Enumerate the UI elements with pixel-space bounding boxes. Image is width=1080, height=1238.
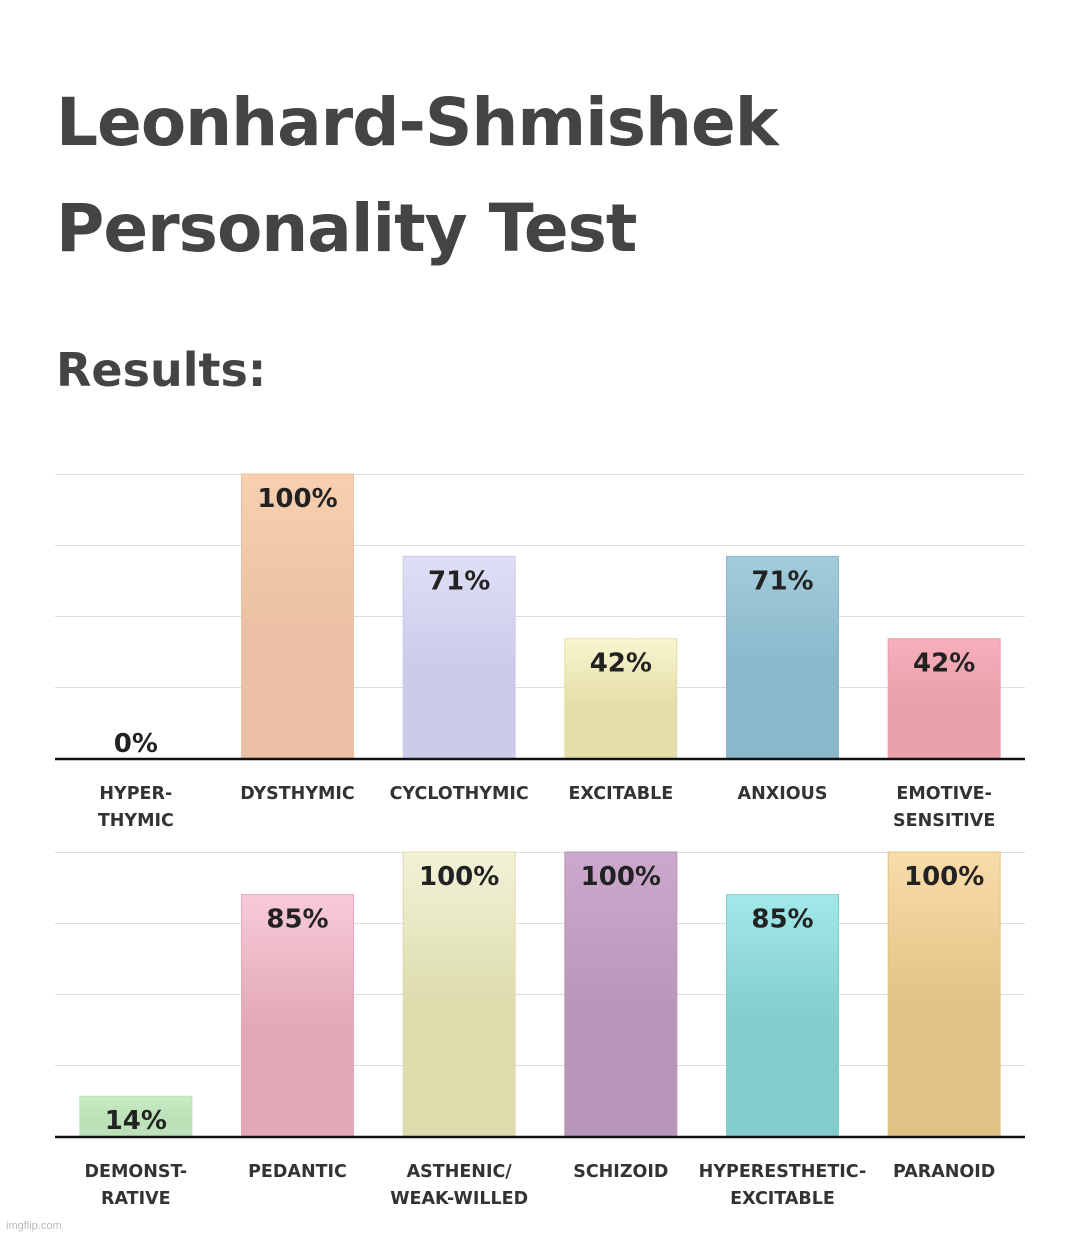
bar-value-label: 14% — [105, 1106, 167, 1136]
category-label: HYPER- — [99, 784, 172, 804]
category-label: HYPERESTHETIC- — [699, 1162, 867, 1182]
bar-value-label: 100% — [904, 862, 984, 892]
category-label: DYSTHYMIC — [240, 784, 355, 804]
category-label: WEAK-WILLED — [390, 1189, 528, 1209]
bar — [241, 894, 354, 1137]
category-label: PEDANTIC — [248, 1162, 347, 1182]
bar-value-label: 85% — [266, 905, 328, 935]
results-chart-bottom: 14% DEMONST- RATIVE 85% PEDANTIC 100% ASTHENIC… — [55, 851, 1025, 1209]
category-label: DEMONST- — [85, 1162, 188, 1182]
category-label: EMOTIVE- — [896, 784, 991, 804]
category-label: SCHIZOID — [573, 1162, 668, 1182]
category-label: EXCITABLE — [730, 1189, 835, 1209]
bar — [241, 473, 354, 759]
bar-value-label: 71% — [428, 566, 490, 596]
bar — [726, 555, 839, 759]
bar-value-label: 42% — [913, 649, 975, 679]
category-label: PARANOID — [893, 1162, 995, 1182]
bar-value-label: 85% — [751, 905, 813, 935]
bar-value-label: 71% — [751, 566, 813, 596]
title-line-1: Leonhard-Shmishek — [56, 84, 779, 161]
bar-value-label: 100% — [257, 484, 337, 514]
results-chart-top: 0% HYPER- THYMIC 100% DYSTHYMIC 71% CYCLOTHYMI… — [55, 473, 1025, 831]
category-label: ANXIOUS — [738, 784, 828, 804]
category-label: CYCLOTHYMIC — [390, 784, 529, 804]
category-label: SENSITIVE — [893, 811, 995, 831]
category-label: RATIVE — [101, 1189, 171, 1209]
bar — [402, 851, 516, 1137]
watermark: imgflip.com — [6, 1220, 62, 1232]
results-heading: Results: — [56, 343, 267, 397]
bar-value-label: 100% — [581, 862, 661, 892]
bar-value-label: 100% — [419, 862, 499, 892]
title-line-2: Personality Test — [56, 190, 637, 267]
bar — [402, 555, 516, 759]
page-title: Leonhard-Shmishek Personality Test — [56, 70, 779, 282]
category-label: EXCITABLE — [568, 784, 673, 804]
bar-value-label: 0% — [114, 729, 158, 759]
bar-value-label: 42% — [590, 649, 652, 679]
bar — [887, 638, 1001, 759]
bar — [887, 851, 1001, 1137]
category-label: THYMIC — [98, 811, 174, 831]
bar — [726, 894, 839, 1137]
bar — [564, 851, 678, 1137]
category-label: ASTHENIC/ — [407, 1162, 513, 1182]
